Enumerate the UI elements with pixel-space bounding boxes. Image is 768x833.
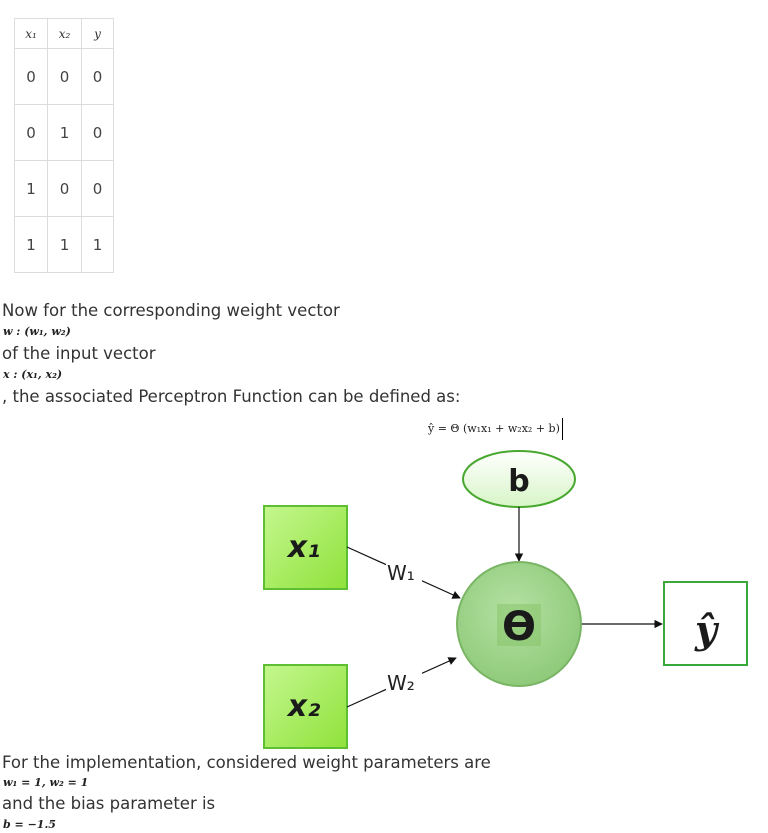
input-node-x1: x₁ — [263, 505, 348, 590]
weight1-connection — [346, 546, 461, 599]
theta-label: ϴ — [502, 604, 536, 650]
table-cell: 0 — [47, 160, 82, 217]
truth-table: 𝑥₁ 𝑥₂ 𝑦 0 0 0 0 1 0 1 0 0 1 1 1 — [14, 18, 114, 273]
table-cell: 0 — [14, 104, 48, 161]
input-vector-sentence: of the input vector — [2, 344, 156, 363]
table-row: 0 0 0 — [14, 48, 114, 105]
column-header-x1: 𝑥₁ — [14, 18, 48, 49]
output-node: ŷ — [663, 581, 748, 666]
weight-vector-math: w : (w₁, w₂) — [3, 325, 71, 338]
table-cell: 1 — [47, 104, 82, 161]
table-cell: 0 — [47, 48, 82, 105]
bias-parameter-math: b = −1.5 — [3, 818, 56, 831]
table-header-row: 𝑥₁ 𝑥₂ 𝑦 — [14, 18, 114, 49]
weight-vector-sentence: Now for the corresponding weight vector — [2, 301, 340, 320]
weight2-connection — [346, 657, 457, 708]
bias-label: b — [508, 464, 529, 499]
table-cell: 0 — [81, 160, 114, 217]
table-row: 1 1 1 — [14, 216, 114, 273]
table-cell: 0 — [81, 104, 114, 161]
input-vector-math: x : (x₁, x₂) — [3, 368, 63, 381]
weight2-label: W₂ — [387, 671, 415, 695]
activation-node: ϴ — [456, 561, 582, 687]
column-header-x2: 𝑥₂ — [47, 18, 82, 49]
weight1-label: W₁ — [387, 561, 415, 585]
weight-parameters-sentence: For the implementation, considered weigh… — [2, 753, 491, 772]
weight-parameters-math: w₁ = 1, w₂ = 1 — [3, 776, 89, 789]
text-caret — [561, 418, 563, 440]
perceptron-function-sentence: , the associated Perceptron Function can… — [2, 387, 461, 406]
output-label: ŷ — [694, 607, 720, 652]
table-row: 0 1 0 — [14, 104, 114, 161]
bias-node: b — [462, 450, 576, 508]
input-label-x2: x₂ — [286, 689, 321, 724]
table-cell: 0 — [81, 48, 114, 105]
table-cell: 1 — [14, 160, 48, 217]
perceptron-formula[interactable]: ŷ = Θ (w₁x₁ + w₂x₂ + b) — [428, 418, 563, 440]
input-label-x1: x₁ — [286, 530, 321, 565]
table-row: 1 0 0 — [14, 160, 114, 217]
table-cell: 0 — [14, 48, 48, 105]
table-cell: 1 — [47, 216, 82, 273]
table-cell: 1 — [81, 216, 114, 273]
input-node-x2: x₂ — [263, 664, 348, 749]
column-header-y: 𝑦 — [81, 18, 114, 49]
table-cell: 1 — [14, 216, 48, 273]
bias-parameter-sentence: and the bias parameter is — [2, 794, 216, 813]
